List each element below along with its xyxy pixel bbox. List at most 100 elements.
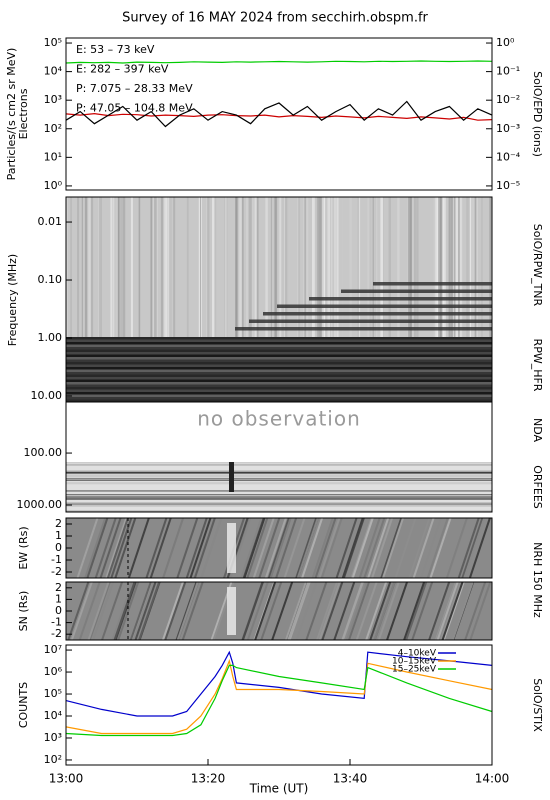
nrh-texture [341,517,364,579]
nrh-texture [117,581,140,641]
nrh-texture [106,517,129,579]
hfr-band [66,349,492,353]
nrh-texture [114,581,137,641]
spectrogram-texture [239,197,242,337]
nrh-texture [181,581,204,641]
spectrogram-texture [388,197,392,337]
spectrogram-texture [372,197,374,337]
spectrogram-texture [439,197,442,337]
nrh-texture [129,581,152,641]
nrh-texture [260,581,283,641]
nrh-texture [101,581,124,641]
spectrogram-texture [318,197,322,337]
nrh-texture [189,517,212,579]
nrh-texture [84,517,107,579]
drift-band [341,289,492,293]
nrh-texture [240,517,263,579]
nrh-texture [412,517,435,579]
nrh-texture [408,517,431,579]
spectrogram-texture [118,197,121,337]
y-axis-label: Particles/(s cm2 sr MeV) [5,48,18,181]
series-line [65,100,493,128]
nrh-texture [441,581,464,641]
spectrogram-texture [322,197,325,337]
nrh-texture [149,517,172,579]
spectrogram-texture [298,197,301,337]
panel-label: SolO/EPD (ions) [531,71,544,157]
nrh-texture [403,581,426,641]
y-tick-label: 10¹ [44,150,62,163]
y-tick-label: 10.00 [31,389,63,402]
drift-band [277,304,492,308]
hfr-band [66,367,492,370]
nrh-texture [469,581,492,641]
legend-entry: E: 282 – 397 keV [76,63,169,76]
drift-band [263,312,492,316]
y-tick-label: 10⁰ [496,36,515,49]
legend-entry: 15–25keV [392,665,437,675]
hfr-band [66,344,492,348]
nrh-texture [92,581,115,641]
spectrogram-texture [341,197,344,337]
y-tick-label: 1.00 [38,331,63,344]
spectrogram-texture [455,197,459,337]
spectrogram-texture [246,197,249,337]
nrh-texture [350,517,373,579]
nrh-texture [451,581,474,641]
nrh-texture [87,581,110,641]
nrh-texture [348,581,370,641]
nrh-texture [382,517,404,579]
y-tick-label: 0.10 [38,273,63,286]
nrh-texture [78,581,101,641]
hfr-band [66,339,492,343]
nrh-texture [111,581,134,641]
drift-band [309,297,492,301]
nrh-texture [367,517,390,579]
spectrogram-texture [320,197,322,337]
nrh-texture [254,581,277,641]
hfr-band [66,382,492,385]
y-tick-label: 1 [55,529,62,542]
orfees-texture [66,505,492,507]
nrh-texture [377,581,400,641]
spectrogram-texture [279,197,282,337]
hfr-band [66,362,492,365]
nrh-texture [442,581,465,641]
spectrogram-texture [448,197,450,337]
y-tick-label: 10⁵ [44,36,62,49]
spectrogram-texture [458,197,460,337]
spectrogram-texture [172,197,176,337]
nrh-texture [88,581,111,641]
nrh-texture [440,581,462,641]
y-tick-label: 10⁻⁴ [496,150,521,163]
annotation: no observation [197,407,361,431]
spectrogram-texture [150,197,153,337]
hfr-band [66,399,492,403]
spectrogram-texture [327,197,330,337]
spectrogram-texture [186,197,189,337]
nrh-texture [67,581,90,641]
spectrogram-texture [442,197,446,337]
spectrogram-texture [122,197,126,337]
hfr-band [66,337,492,340]
spectrogram-texture [433,197,436,337]
y-tick-label: 10⁵ [44,687,62,700]
nrh-texture [373,581,396,641]
drift-band [235,327,492,331]
panel-frame [65,37,493,191]
hfr-band [66,389,492,393]
spectrogram-texture [357,197,361,337]
spectrogram-texture [411,197,415,337]
spectrogram-texture [323,197,326,337]
nrh-burst [227,523,236,573]
spectrogram-texture [84,197,88,337]
spectrogram-texture [88,197,91,337]
hfr-band [66,357,492,360]
nrh-texture [411,581,434,641]
nrh-texture [295,581,318,641]
x-tick-label: 13:20 [191,772,226,786]
spectrogram-texture [282,197,285,337]
spectrogram-texture [110,197,113,337]
panel-label: RPW_HFR [531,339,544,392]
hfr-band [66,347,492,350]
